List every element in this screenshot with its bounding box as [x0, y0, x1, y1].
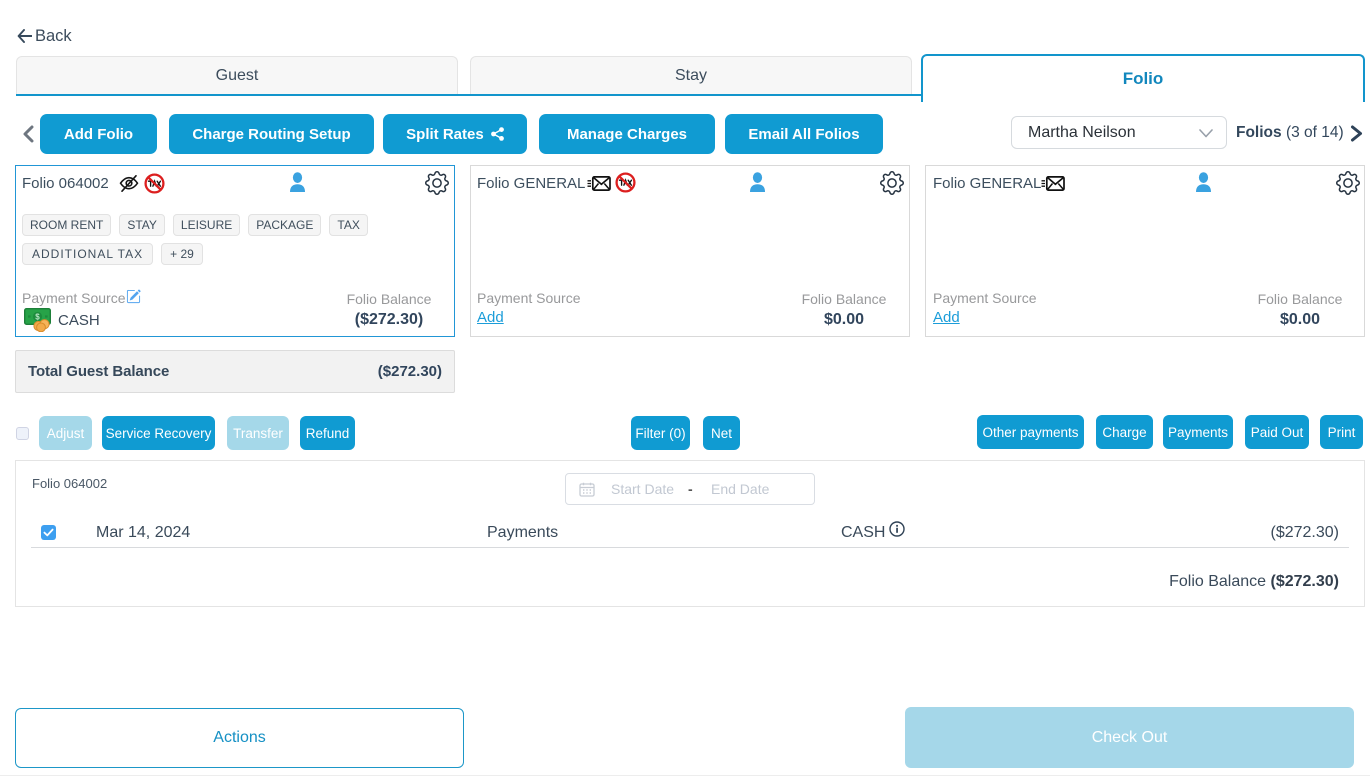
svg-text:$: $	[35, 312, 40, 321]
